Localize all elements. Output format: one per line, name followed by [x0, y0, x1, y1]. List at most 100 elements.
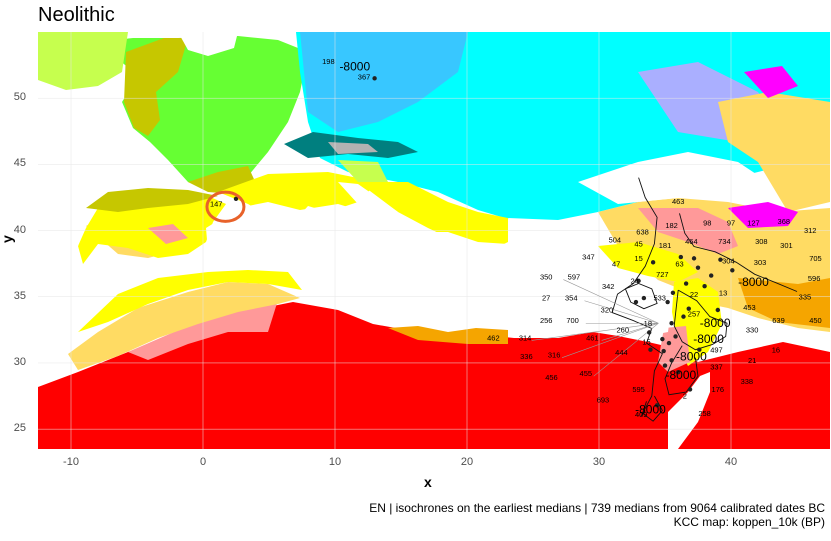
x-axis-label: x — [424, 474, 432, 490]
site-point — [660, 336, 665, 342]
site-label: 63 — [675, 259, 683, 268]
site-label: 98 — [703, 218, 711, 227]
zone-levant-cold-desert — [658, 326, 690, 372]
site-label: 13 — [719, 288, 727, 297]
site-point — [666, 340, 672, 346]
label-leader-line — [563, 279, 659, 324]
zone-levant-semiarid — [738, 278, 830, 328]
site-point — [641, 295, 647, 301]
y-tick-label: 30 — [13, 355, 26, 368]
site-point — [718, 257, 723, 262]
zone-dry-summer-anatolia — [728, 202, 798, 228]
label-leader-line — [584, 300, 659, 324]
site-point — [678, 254, 684, 260]
site-point — [695, 265, 701, 270]
y-tick-label: 50 — [13, 91, 26, 104]
site-label: 45 — [634, 239, 642, 248]
site-label: 638 — [636, 228, 649, 237]
site-label: 350 — [540, 273, 553, 282]
site-point — [670, 290, 676, 295]
site-label: 330 — [746, 326, 759, 335]
isochrone-label: -8000 — [700, 316, 731, 330]
site-point — [633, 299, 639, 305]
sea-north — [178, 32, 238, 56]
site-label: 181 — [659, 241, 672, 250]
caption-line-2: KCC map: koppen_10k (BP) — [673, 515, 825, 529]
site-label: 453 — [743, 303, 756, 312]
site-point — [687, 387, 693, 392]
isochrone-label: -8000 — [738, 275, 769, 289]
x-tick-label: 30 — [592, 456, 606, 468]
site-label: 461 — [586, 333, 599, 342]
site-point — [233, 196, 239, 201]
isochrone-label: -8000 — [676, 349, 707, 363]
site-label: 597 — [568, 273, 581, 282]
zone-anatolia-cold-desert — [638, 208, 738, 254]
site-label: 700 — [566, 316, 579, 325]
site-point — [636, 278, 641, 284]
site-point — [669, 358, 674, 363]
y-tick-label: 35 — [13, 289, 26, 302]
site-label: 303 — [754, 258, 767, 267]
climate-zones-layer — [38, 32, 830, 449]
site-label: 504 — [609, 235, 622, 244]
isochrone-line — [673, 289, 728, 351]
site-label: 693 — [597, 396, 610, 405]
site-point — [372, 76, 377, 81]
site-label: 336 — [520, 352, 533, 361]
y-tick-label: 45 — [13, 157, 26, 170]
zone-anatolia-mediterranean — [598, 242, 698, 282]
site-label: 595 — [632, 385, 645, 394]
site-label: 705 — [809, 254, 822, 263]
site-label: 127 — [747, 218, 760, 227]
site-label: 182 — [665, 221, 678, 230]
site-label: 21 — [748, 356, 756, 365]
site-label: 47 — [612, 259, 620, 268]
site-label: 260 — [617, 326, 630, 335]
isochrone-line — [624, 283, 658, 310]
site-label: 308 — [755, 237, 768, 246]
site-label: 497 — [710, 345, 723, 354]
label-leader-line — [561, 322, 659, 358]
zone-iberia-cold-desert — [148, 224, 188, 244]
isochrone-label: -8000 — [339, 59, 370, 73]
site-label: 347 — [582, 253, 595, 262]
site-label: 727 — [656, 270, 669, 279]
graticule — [38, 32, 830, 449]
site-label: 734 — [718, 237, 731, 246]
sea-adriatic — [338, 182, 398, 220]
zone-humid-subtropical — [38, 32, 128, 90]
site-label: 22 — [690, 290, 698, 299]
page-title: Neolithic — [38, 4, 115, 26]
site-label: 15 — [634, 254, 642, 263]
site-label: 304 — [722, 257, 735, 266]
site-label: 320 — [601, 306, 614, 315]
site-point — [683, 281, 689, 286]
x-tick-label: 10 — [328, 456, 342, 468]
isochrone-line — [664, 345, 699, 396]
site-label: 639 — [772, 316, 785, 325]
isochrone-label: -8000 — [693, 332, 724, 346]
site-point — [676, 370, 681, 375]
site-point — [673, 334, 678, 339]
site-label: 338 — [741, 377, 754, 386]
x-tick-label: 20 — [460, 456, 474, 468]
site-point — [646, 330, 652, 335]
site-point — [686, 306, 691, 311]
sea-red — [668, 372, 710, 449]
x-tick-label: 0 — [199, 456, 207, 468]
site-label: 2 — [683, 392, 687, 401]
isochrone-line — [611, 177, 663, 417]
site-point — [662, 363, 668, 368]
sea-black — [578, 152, 768, 204]
site-label: 15 — [642, 337, 650, 346]
site-point — [665, 299, 670, 305]
zone-tropical-desert — [38, 302, 830, 449]
site-label: 18 — [644, 319, 652, 328]
site-label: 16 — [772, 345, 780, 354]
site-label: 596 — [808, 274, 821, 283]
zone-warm-continental — [300, 32, 468, 132]
site-label: 444 — [615, 348, 628, 357]
site-label: 312 — [804, 226, 817, 235]
